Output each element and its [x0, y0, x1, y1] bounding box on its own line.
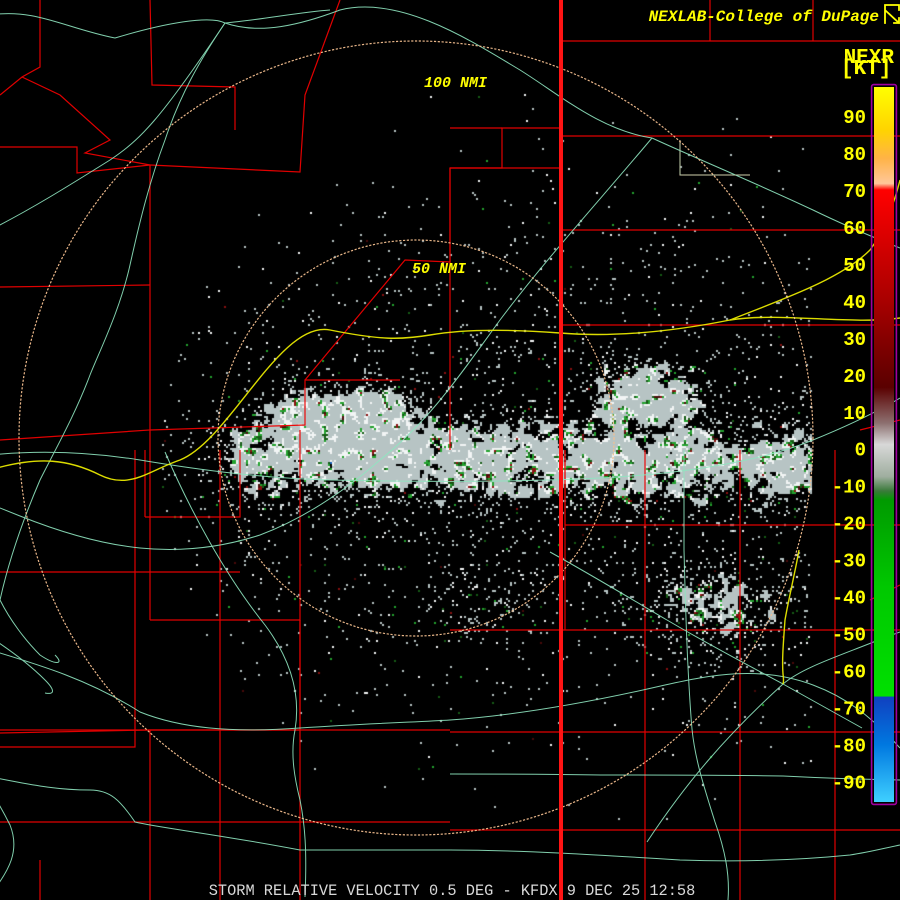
svg-text:20: 20 [843, 366, 866, 388]
svg-text:-60: -60 [832, 662, 866, 684]
svg-text:-50: -50 [832, 625, 866, 647]
svg-text:-90: -90 [832, 773, 866, 795]
svg-text:STORM RELATIVE VELOCITY 0.5 DE: STORM RELATIVE VELOCITY 0.5 DEG - KFDX 9… [209, 882, 696, 900]
svg-text:-40: -40 [832, 588, 866, 610]
svg-text:-10: -10 [832, 477, 866, 499]
svg-text:30: 30 [843, 329, 866, 351]
svg-text:-30: -30 [832, 551, 866, 573]
svg-text:-20: -20 [832, 514, 866, 536]
svg-text:-80: -80 [832, 736, 866, 758]
svg-text:-70: -70 [832, 699, 866, 721]
svg-text:80: 80 [843, 144, 866, 166]
svg-text:100 NMI: 100 NMI [424, 75, 488, 92]
svg-text:60: 60 [843, 218, 866, 240]
svg-text:10: 10 [843, 403, 866, 425]
svg-text:NEXLAB-College of DuPage: NEXLAB-College of DuPage [649, 8, 879, 26]
svg-text:70: 70 [843, 181, 866, 203]
svg-text:90: 90 [843, 107, 866, 129]
svg-text:50 NMI: 50 NMI [412, 261, 467, 278]
svg-text:50: 50 [843, 255, 866, 277]
svg-text:0: 0 [855, 440, 866, 462]
svg-text:40: 40 [843, 292, 866, 314]
svg-text:[KT]: [KT] [841, 58, 891, 81]
